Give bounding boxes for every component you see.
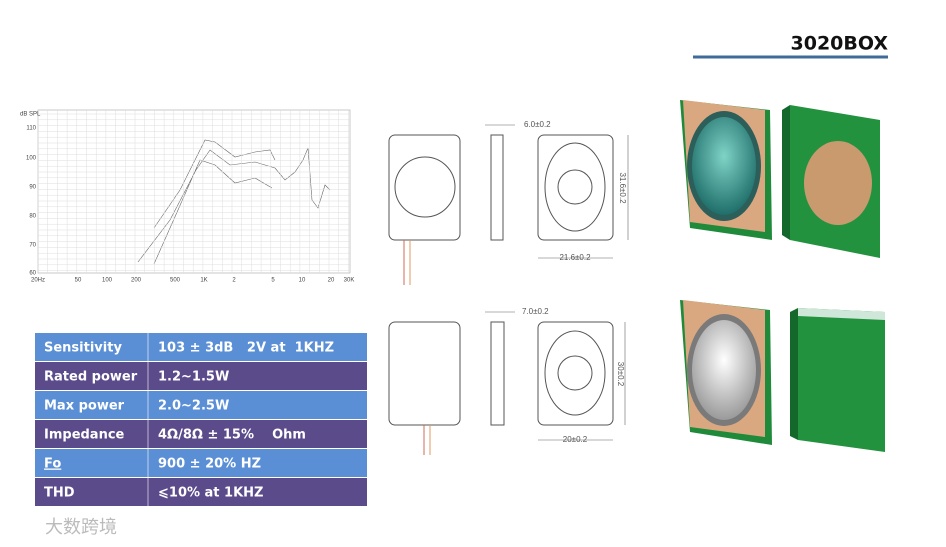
x-label: 100 <box>102 278 113 284</box>
x-label: 50 <box>75 278 82 284</box>
dimension-label: 7.0±0.2 <box>522 307 549 316</box>
row-value: 2.0~2.5W <box>158 399 229 414</box>
y-label: 90 <box>29 185 36 191</box>
row-label: THD <box>44 486 75 501</box>
row-label: Impedance <box>44 428 125 443</box>
dimension-label: 20±0.2 <box>563 435 588 444</box>
x-label: 10 <box>299 278 306 284</box>
table-row <box>35 449 367 477</box>
table-row <box>35 333 367 361</box>
x-label: 5 <box>271 278 275 284</box>
row-value: 103 ± 3dB 2V at 1KHZ <box>158 341 334 356</box>
row-value: 4Ω/8Ω ± 15% Ohm <box>158 428 306 443</box>
drawing-bottom <box>388 311 626 455</box>
x-label: 20 <box>328 278 335 284</box>
table-row <box>35 391 367 419</box>
table-row <box>35 362 367 390</box>
row-label: Max power <box>44 399 125 414</box>
title: 3020BOX <box>791 33 889 55</box>
y-label: 100 <box>26 156 37 162</box>
x-label: 2 <box>232 278 236 284</box>
watermark: 大数跨境 <box>45 517 117 538</box>
row-value: 900 ± 20% HZ <box>158 457 261 472</box>
x-label: 200 <box>131 278 142 284</box>
table-row <box>35 420 367 448</box>
render-bottom <box>680 300 885 452</box>
y-label: 110 <box>26 126 36 132</box>
table-row <box>35 478 367 506</box>
x-label: 30K <box>344 278 355 284</box>
x-label: 500 <box>170 278 181 284</box>
x-label: 20Hz <box>31 278 45 284</box>
row-label: Sensitivity <box>44 341 122 356</box>
y-label: 80 <box>29 214 36 220</box>
y-label: 60 <box>29 271 36 277</box>
dimension-label: 30±0.2 <box>616 362 625 387</box>
x-label: 1K <box>200 278 207 284</box>
row-label: Fo <box>44 457 61 472</box>
y-unit: dB SPL <box>20 112 41 118</box>
drawing-top <box>388 124 629 285</box>
row-value: 1.2~1.5W <box>158 370 229 385</box>
dimension-label: 21.6±0.2 <box>559 253 591 262</box>
row-value: ⩽10% at 1KHZ <box>158 486 263 501</box>
y-label: 70 <box>29 243 36 249</box>
dimension-label: 6.0±0.2 <box>524 120 551 129</box>
row-label: Rated power <box>44 370 138 385</box>
dimension-label: 31.6±0.2 <box>618 172 627 204</box>
render-top <box>680 100 880 258</box>
